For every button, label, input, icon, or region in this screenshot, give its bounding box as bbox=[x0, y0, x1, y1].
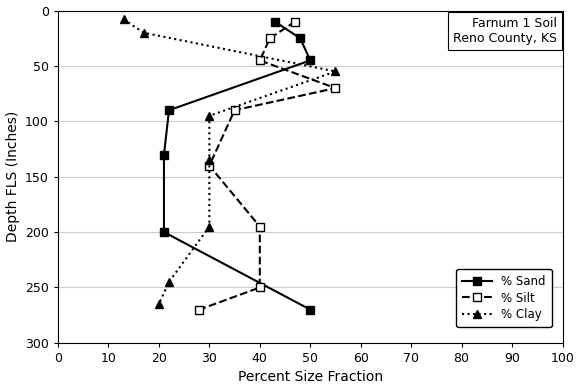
Line: % Silt: % Silt bbox=[195, 18, 340, 314]
% Sand bbox=[307, 307, 314, 312]
% Sand bbox=[161, 152, 168, 157]
% Clay bbox=[206, 113, 213, 118]
% Clay bbox=[206, 224, 213, 229]
% Sand bbox=[271, 19, 278, 24]
% Clay bbox=[206, 158, 213, 162]
% Silt bbox=[256, 58, 263, 63]
% Sand bbox=[161, 230, 168, 234]
X-axis label: Percent Size Fraction: Percent Size Fraction bbox=[238, 370, 383, 385]
% Silt bbox=[231, 108, 238, 113]
% Clay bbox=[155, 302, 162, 307]
Legend: % Sand, % Silt, % Clay: % Sand, % Silt, % Clay bbox=[456, 269, 552, 327]
% Silt bbox=[332, 86, 339, 90]
% Clay bbox=[332, 69, 339, 74]
% Sand bbox=[165, 108, 172, 113]
% Sand bbox=[307, 58, 314, 63]
% Silt bbox=[256, 285, 263, 290]
% Silt bbox=[292, 19, 299, 24]
Line: % Sand: % Sand bbox=[160, 18, 314, 314]
% Sand bbox=[297, 36, 304, 41]
Line: % Clay: % Clay bbox=[119, 15, 340, 308]
Y-axis label: Depth FLS (Inches): Depth FLS (Inches) bbox=[6, 111, 20, 242]
% Silt bbox=[256, 224, 263, 229]
% Clay bbox=[120, 17, 127, 22]
% Silt bbox=[206, 163, 213, 168]
% Silt bbox=[266, 36, 273, 41]
% Clay bbox=[165, 280, 172, 284]
% Clay bbox=[140, 30, 147, 35]
% Silt bbox=[196, 307, 203, 312]
Text: Farnum 1 Soil
Reno County, KS: Farnum 1 Soil Reno County, KS bbox=[454, 17, 557, 45]
